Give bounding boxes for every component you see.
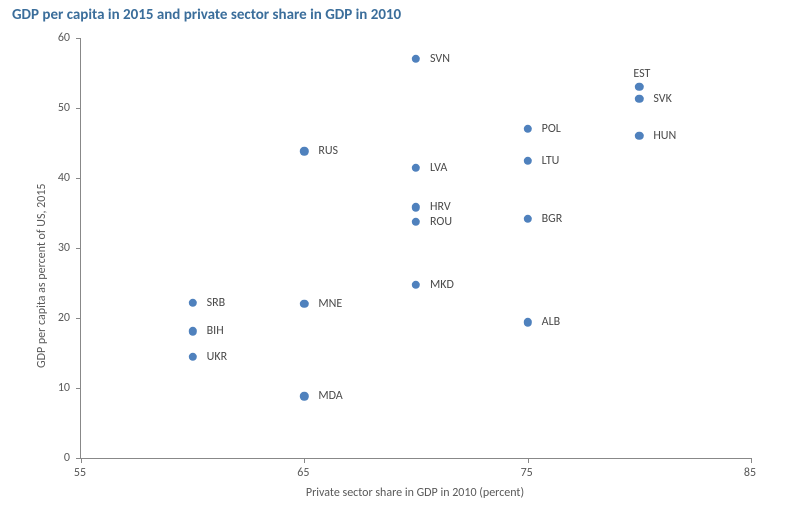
data-point	[412, 218, 420, 226]
y-tick	[76, 318, 81, 319]
plot-area: SVN ESTSVK POL HUN RUS LTU LVA HRV BGR ROU MKD SRB M…	[80, 38, 751, 459]
data-point	[523, 214, 531, 222]
data-point	[188, 298, 196, 306]
data-point	[412, 281, 420, 289]
data-point-label: EST	[633, 67, 650, 81]
data-point	[412, 203, 420, 211]
x-tick-label: 55	[74, 466, 86, 480]
x-tick	[81, 458, 82, 463]
data-point	[635, 132, 643, 140]
data-point	[523, 156, 531, 164]
data-point-label: MDA	[318, 389, 342, 403]
data-point	[300, 300, 308, 308]
data-point-label: RUS	[318, 144, 338, 158]
data-point	[188, 327, 196, 335]
y-tick	[76, 178, 81, 179]
data-point-label: POL	[542, 122, 561, 136]
data-point	[412, 163, 420, 171]
data-point-label: HRV	[430, 200, 451, 214]
scatter-chart: GDP per capita in 2015 and private secto…	[0, 0, 800, 513]
data-point	[635, 83, 643, 91]
x-tick	[751, 458, 752, 463]
y-axis-label: GDP per capita as percent of US, 2015	[35, 183, 49, 368]
data-point	[523, 318, 531, 326]
data-point	[523, 125, 531, 133]
x-tick-label: 75	[521, 466, 533, 480]
data-point-label: MKD	[430, 278, 454, 292]
x-axis-label: Private sector share in GDP in 2010 (per…	[306, 486, 524, 500]
x-tick	[304, 458, 305, 463]
data-point	[635, 95, 643, 103]
data-point-label: ALB	[542, 315, 561, 329]
data-point-label: LTU	[542, 154, 560, 168]
data-point	[188, 352, 196, 360]
y-tick	[76, 388, 81, 389]
y-tick	[76, 248, 81, 249]
data-point	[300, 147, 308, 155]
data-point-label: LVA	[430, 161, 447, 175]
x-tick-label: 65	[297, 466, 309, 480]
data-point-label: HUN	[653, 129, 676, 143]
data-point-label: SVN	[430, 52, 450, 66]
data-point-label: MNE	[318, 297, 342, 311]
data-point-label: ROU	[430, 215, 452, 229]
data-point	[412, 55, 420, 63]
x-tick-label: 85	[744, 466, 756, 480]
data-point-label: BIH	[207, 324, 224, 338]
data-point	[300, 392, 308, 400]
y-tick	[76, 108, 81, 109]
chart-title: GDP per capita in 2015 and private secto…	[12, 6, 401, 24]
data-point-label: BGR	[542, 212, 563, 226]
data-point-label: SRB	[207, 296, 226, 310]
y-tick	[76, 38, 81, 39]
data-point-label: UKR	[207, 350, 227, 364]
data-point-label: SVK	[653, 92, 671, 106]
x-tick	[528, 458, 529, 463]
